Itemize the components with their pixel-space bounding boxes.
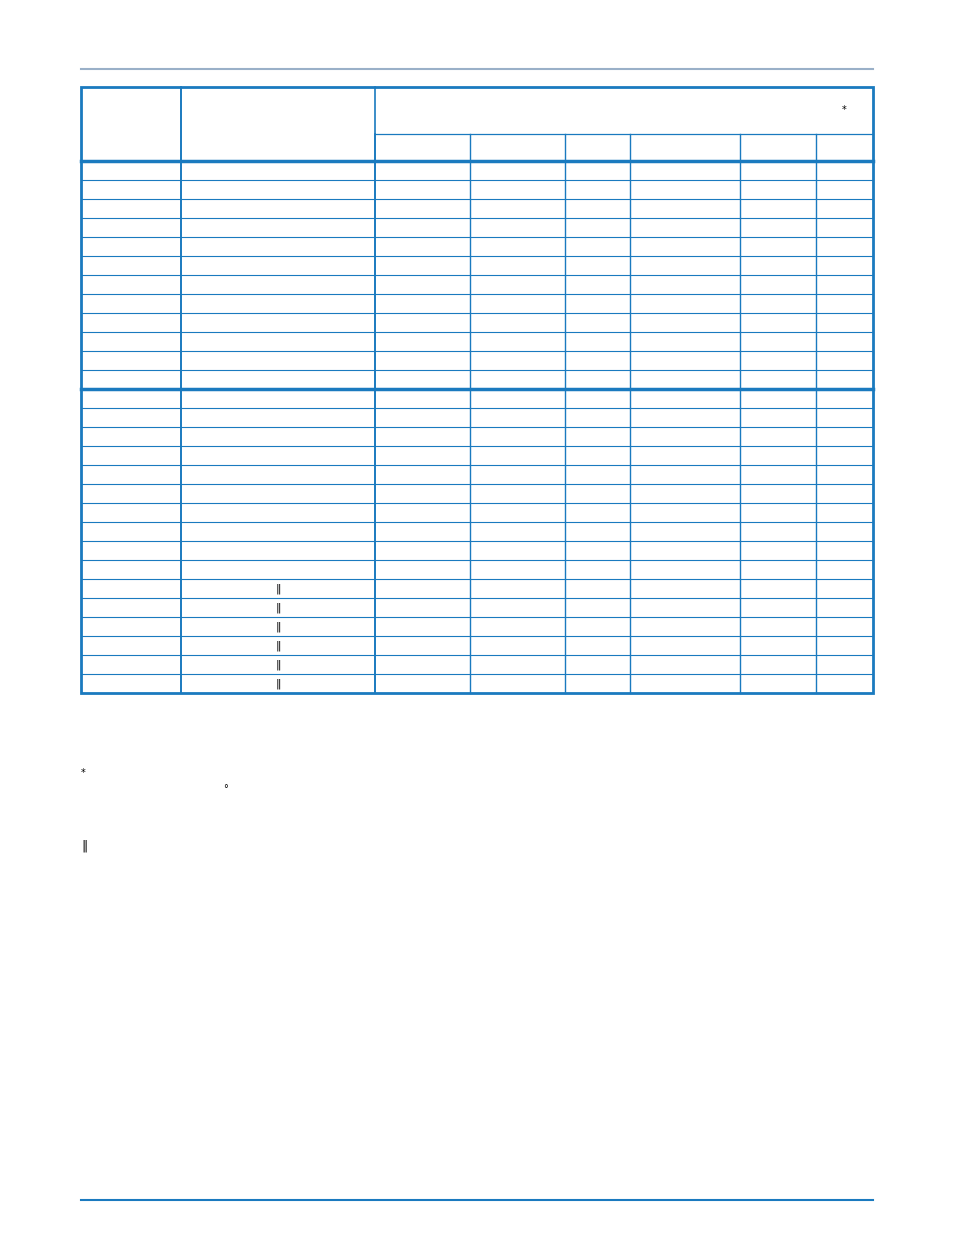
Text: ‖: ‖ [275, 678, 280, 689]
Text: ‖: ‖ [275, 603, 280, 613]
Text: ‖: ‖ [275, 583, 280, 594]
Text: ‖: ‖ [275, 640, 280, 651]
Text: °: ° [223, 784, 228, 794]
Text: ‖: ‖ [81, 840, 87, 853]
Bar [81, 86, 872, 693]
Text: *: * [81, 768, 86, 778]
Text: ‖: ‖ [275, 621, 280, 632]
Text: *: * [841, 105, 846, 116]
Text: ‖: ‖ [275, 659, 280, 669]
